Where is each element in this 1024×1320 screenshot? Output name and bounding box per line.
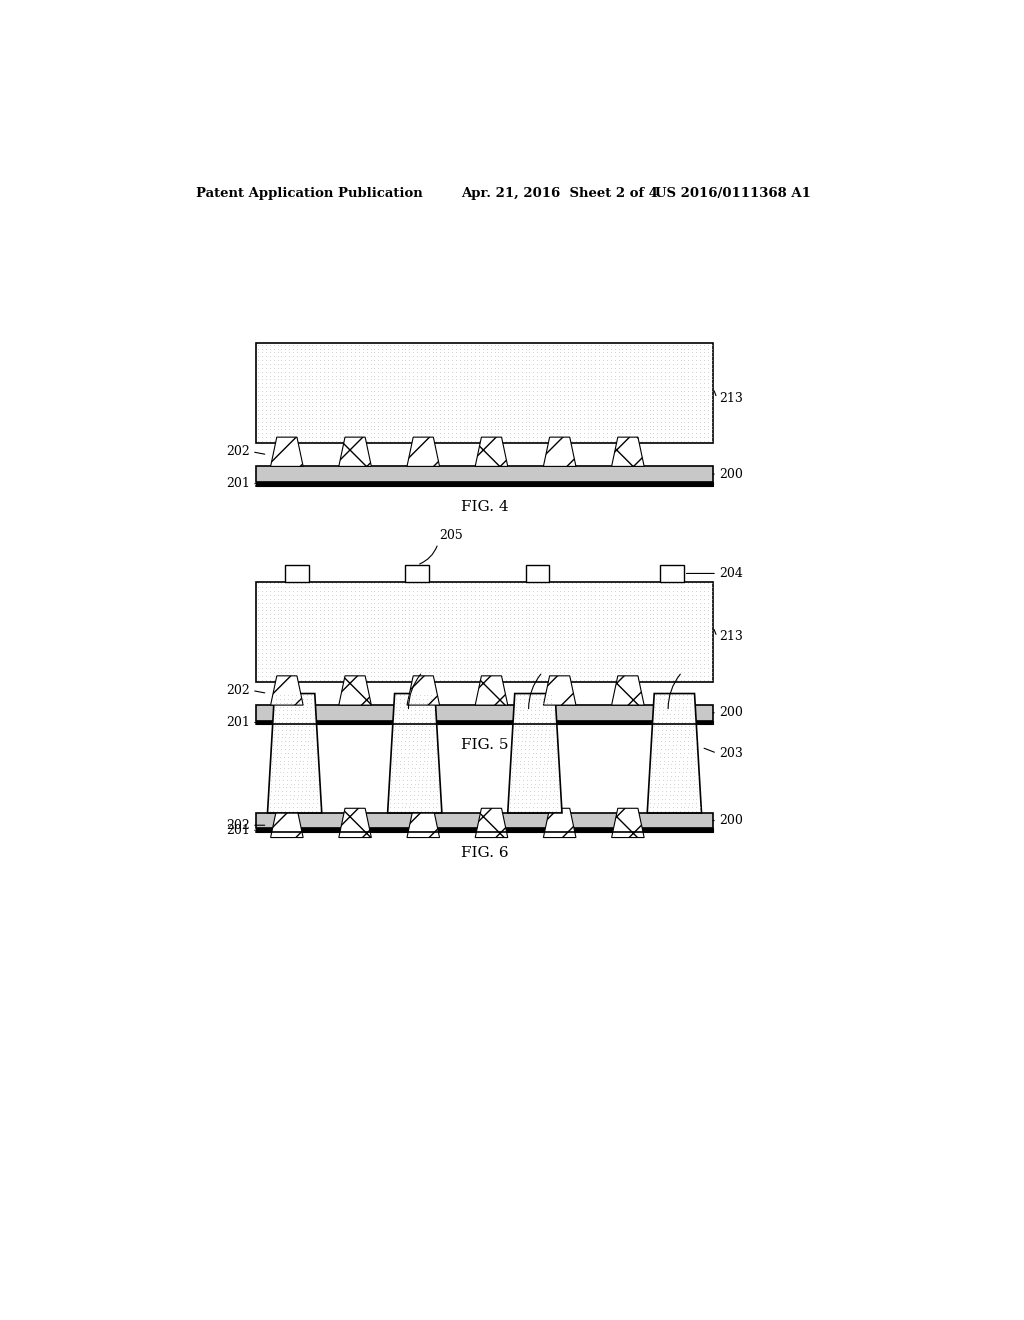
Text: 204: 204 <box>719 566 743 579</box>
Polygon shape <box>475 808 508 838</box>
Text: 206: 206 <box>544 657 568 671</box>
Bar <box>256 582 713 682</box>
Text: 200: 200 <box>719 706 743 719</box>
Bar <box>660 565 684 582</box>
Polygon shape <box>388 693 442 813</box>
Polygon shape <box>508 693 562 813</box>
Text: 202: 202 <box>226 445 250 458</box>
Polygon shape <box>407 437 439 466</box>
Polygon shape <box>544 808 575 838</box>
Polygon shape <box>544 437 575 466</box>
Bar <box>256 705 713 721</box>
Text: 206: 206 <box>424 657 447 671</box>
Text: FIG. 5: FIG. 5 <box>461 738 508 752</box>
Polygon shape <box>270 437 303 466</box>
Polygon shape <box>407 676 439 705</box>
Polygon shape <box>475 676 508 705</box>
Bar <box>256 466 713 482</box>
Polygon shape <box>339 437 372 466</box>
Bar <box>525 565 549 582</box>
Polygon shape <box>270 808 303 838</box>
Polygon shape <box>611 437 644 466</box>
Polygon shape <box>270 676 303 705</box>
Polygon shape <box>611 808 644 838</box>
Text: Apr. 21, 2016  Sheet 2 of 4: Apr. 21, 2016 Sheet 2 of 4 <box>461 186 658 199</box>
Text: 201: 201 <box>226 824 250 837</box>
Text: FIG. 6: FIG. 6 <box>461 846 508 861</box>
Polygon shape <box>339 676 372 705</box>
Bar <box>256 829 713 832</box>
Text: 202: 202 <box>226 684 250 697</box>
Bar <box>256 482 713 486</box>
Text: 203: 203 <box>719 747 743 760</box>
Text: US 2016/0111368 A1: US 2016/0111368 A1 <box>655 186 811 199</box>
Polygon shape <box>267 693 322 813</box>
Text: 200: 200 <box>719 814 743 828</box>
Polygon shape <box>544 676 575 705</box>
Polygon shape <box>475 437 508 466</box>
Bar <box>406 565 429 582</box>
Text: 201: 201 <box>226 478 250 490</box>
Text: 202: 202 <box>226 818 250 832</box>
Polygon shape <box>407 808 439 838</box>
Bar <box>286 565 308 582</box>
Text: Patent Application Publication: Patent Application Publication <box>197 186 423 199</box>
Text: 213: 213 <box>719 631 743 643</box>
Polygon shape <box>339 808 372 838</box>
Bar <box>256 813 713 829</box>
Text: FIG. 4: FIG. 4 <box>461 499 508 513</box>
Bar <box>256 343 713 444</box>
Text: 206: 206 <box>684 657 708 671</box>
Bar <box>256 721 713 725</box>
Text: 201: 201 <box>226 715 250 729</box>
Text: 200: 200 <box>719 467 743 480</box>
Text: 205: 205 <box>439 529 463 543</box>
Polygon shape <box>647 693 701 813</box>
Text: 213: 213 <box>719 392 743 405</box>
Polygon shape <box>611 676 644 705</box>
